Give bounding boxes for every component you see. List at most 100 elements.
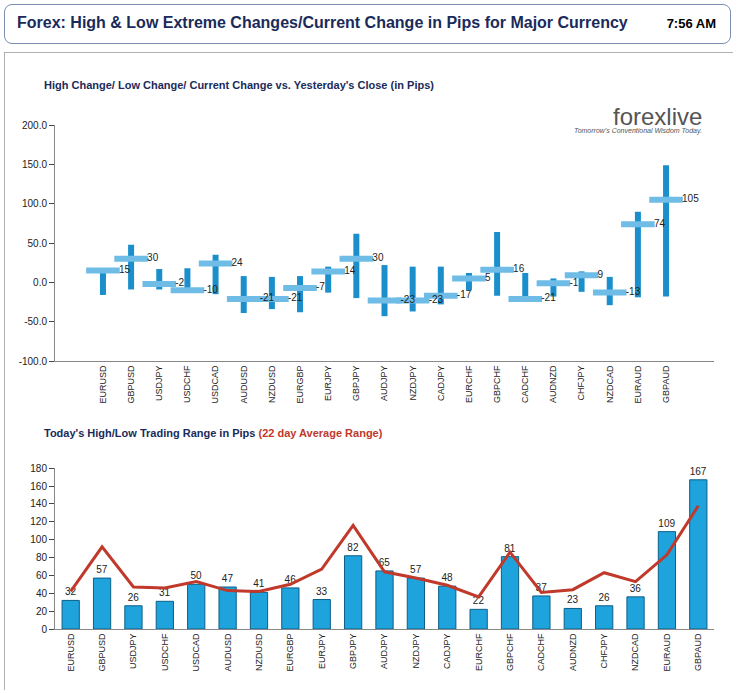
svg-text:-23: -23 bbox=[429, 294, 444, 305]
svg-text:26: 26 bbox=[128, 592, 140, 603]
svg-text:AUDNZD: AUDNZD bbox=[548, 365, 558, 403]
svg-text:AUDJPY: AUDJPY bbox=[379, 366, 389, 402]
svg-text:-10: -10 bbox=[203, 284, 218, 295]
svg-text:37: 37 bbox=[536, 582, 548, 593]
svg-text:NZDUSD: NZDUSD bbox=[267, 365, 277, 403]
svg-text:74: 74 bbox=[654, 218, 666, 229]
svg-text:EURGBP: EURGBP bbox=[285, 634, 295, 672]
svg-text:36: 36 bbox=[630, 583, 642, 594]
svg-text:Today's High/Low Trading Range: Today's High/Low Trading Range in Pips (… bbox=[44, 427, 383, 439]
svg-text:CADJPY: CADJPY bbox=[436, 366, 446, 402]
svg-text:-7: -7 bbox=[316, 281, 325, 292]
svg-text:NZDCAD: NZDCAD bbox=[605, 365, 615, 403]
svg-text:GBPUSD: GBPUSD bbox=[126, 365, 136, 404]
svg-text:32: 32 bbox=[65, 586, 77, 597]
svg-text:0: 0 bbox=[41, 624, 47, 635]
svg-text:GBPAUD: GBPAUD bbox=[661, 365, 671, 403]
svg-text:-100.0: -100.0 bbox=[19, 356, 48, 367]
svg-text:GBPJPY: GBPJPY bbox=[351, 366, 361, 402]
svg-text:120: 120 bbox=[30, 516, 47, 527]
svg-text:41: 41 bbox=[253, 578, 265, 589]
svg-text:100: 100 bbox=[30, 534, 47, 545]
svg-text:EURCHF: EURCHF bbox=[474, 633, 484, 671]
svg-text:EURUSD: EURUSD bbox=[98, 365, 108, 404]
svg-text:24: 24 bbox=[232, 257, 244, 268]
svg-text:48: 48 bbox=[441, 572, 453, 583]
svg-text:180: 180 bbox=[30, 463, 47, 474]
svg-text:CADCHF: CADCHF bbox=[536, 633, 546, 671]
svg-text:USDCHF: USDCHF bbox=[182, 365, 192, 403]
svg-text:200.0: 200.0 bbox=[22, 120, 47, 131]
svg-text:30: 30 bbox=[147, 252, 159, 263]
svg-text:50.0: 50.0 bbox=[28, 238, 48, 249]
svg-text:9: 9 bbox=[598, 269, 604, 280]
svg-text:-21: -21 bbox=[260, 292, 275, 303]
svg-text:22: 22 bbox=[473, 595, 485, 606]
svg-text:150.0: 150.0 bbox=[22, 159, 47, 170]
svg-text:AUDUSD: AUDUSD bbox=[223, 633, 233, 672]
svg-text:USDCAD: USDCAD bbox=[210, 365, 220, 404]
svg-text:65: 65 bbox=[379, 557, 391, 568]
svg-text:AUDJPY: AUDJPY bbox=[379, 634, 389, 670]
svg-text:NZDCAD: NZDCAD bbox=[630, 633, 640, 671]
svg-text:5: 5 bbox=[485, 272, 491, 283]
svg-text:EURGBP: EURGBP bbox=[295, 366, 305, 404]
svg-text:46: 46 bbox=[285, 574, 297, 585]
svg-text:60: 60 bbox=[36, 570, 48, 581]
svg-text:14: 14 bbox=[344, 265, 356, 276]
svg-text:50: 50 bbox=[190, 570, 202, 581]
svg-text:31: 31 bbox=[159, 587, 171, 598]
svg-text:15: 15 bbox=[119, 264, 131, 275]
svg-text:-2: -2 bbox=[175, 277, 184, 288]
svg-text:30: 30 bbox=[372, 252, 384, 263]
svg-text:57: 57 bbox=[410, 564, 422, 575]
svg-text:CHFJPY: CHFJPY bbox=[577, 366, 587, 401]
svg-text:100.0: 100.0 bbox=[22, 198, 47, 209]
svg-text:20: 20 bbox=[36, 606, 48, 617]
svg-text:USDJPY: USDJPY bbox=[128, 634, 138, 670]
svg-text:81: 81 bbox=[504, 543, 516, 554]
svg-text:AUDNZD: AUDNZD bbox=[568, 633, 578, 671]
svg-text:Tomorrow's Conventional Wisdom: Tomorrow's Conventional Wisdom Today. bbox=[574, 127, 702, 135]
svg-text:-23: -23 bbox=[401, 294, 416, 305]
svg-text:33: 33 bbox=[316, 586, 328, 597]
svg-text:-50.0: -50.0 bbox=[24, 316, 47, 327]
svg-text:EURAUD: EURAUD bbox=[662, 633, 672, 672]
svg-text:AUDUSD: AUDUSD bbox=[239, 365, 249, 404]
svg-text:CADCHF: CADCHF bbox=[520, 365, 530, 403]
svg-text:GBPCHF: GBPCHF bbox=[505, 633, 515, 671]
svg-text:EURJPY: EURJPY bbox=[317, 634, 327, 670]
svg-text:GBPJPY: GBPJPY bbox=[348, 634, 358, 670]
svg-text:-1: -1 bbox=[569, 277, 578, 288]
svg-text:NZDUSD: NZDUSD bbox=[254, 633, 264, 671]
svg-text:NZDJPY: NZDJPY bbox=[411, 634, 421, 669]
svg-text:USDCAD: USDCAD bbox=[191, 633, 201, 672]
svg-text:57: 57 bbox=[96, 564, 108, 575]
svg-text:forexlive: forexlive bbox=[613, 103, 702, 130]
svg-text:EURUSD: EURUSD bbox=[66, 633, 76, 672]
svg-text:167: 167 bbox=[690, 466, 707, 477]
svg-text:23: 23 bbox=[567, 594, 579, 605]
svg-text:EURCHF: EURCHF bbox=[464, 365, 474, 403]
svg-text:105: 105 bbox=[682, 193, 699, 204]
svg-text:40: 40 bbox=[36, 588, 48, 599]
svg-text:CHFJPY: CHFJPY bbox=[599, 634, 609, 669]
svg-text:GBPCHF: GBPCHF bbox=[492, 365, 502, 403]
svg-text:140: 140 bbox=[30, 498, 47, 509]
svg-text:82: 82 bbox=[347, 542, 359, 553]
svg-text:16: 16 bbox=[513, 263, 525, 274]
svg-text:USDJPY: USDJPY bbox=[154, 366, 164, 402]
svg-text:160: 160 bbox=[30, 481, 47, 492]
svg-text:GBPAUD: GBPAUD bbox=[693, 633, 703, 671]
svg-text:-21: -21 bbox=[288, 292, 303, 303]
svg-text:80: 80 bbox=[36, 552, 48, 563]
svg-text:EURJPY: EURJPY bbox=[323, 366, 333, 402]
svg-text:-13: -13 bbox=[626, 286, 641, 297]
svg-text:CADJPY: CADJPY bbox=[442, 634, 452, 670]
svg-text:EURAUD: EURAUD bbox=[633, 365, 643, 404]
svg-text:26: 26 bbox=[598, 592, 610, 603]
svg-text:47: 47 bbox=[222, 573, 234, 584]
svg-text:-17: -17 bbox=[457, 289, 472, 300]
svg-text:NZDJPY: NZDJPY bbox=[408, 366, 418, 401]
svg-text:109: 109 bbox=[658, 518, 675, 529]
